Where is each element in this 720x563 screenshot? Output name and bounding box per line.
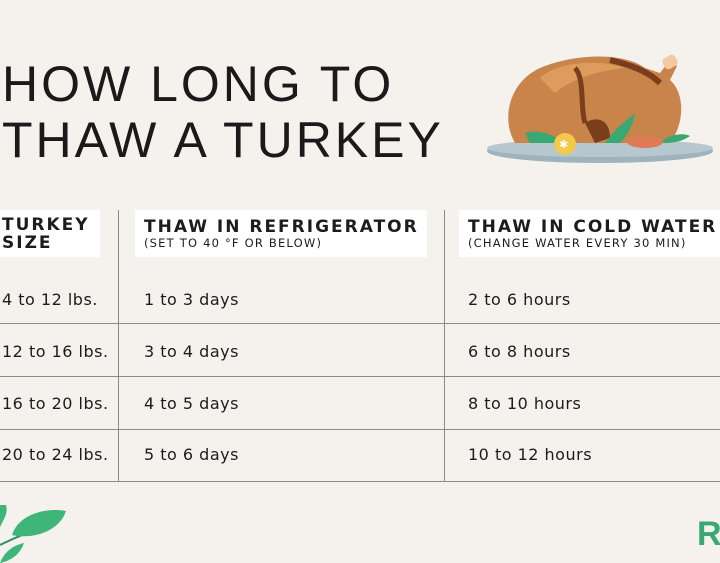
cell-size: 4 to 12 lbs.: [2, 290, 98, 309]
header-subtitle: (CHANGE WATER EVERY 30 MIN): [468, 236, 687, 250]
cell-cold-water: 6 to 8 hours: [468, 342, 571, 361]
row-divider: [0, 376, 720, 377]
cell-size: 12 to 16 lbs.: [2, 342, 109, 361]
header-label: SIZE: [2, 233, 53, 253]
leaf-decoration-icon: [0, 505, 66, 563]
brand-logo: R: [697, 515, 720, 553]
cell-cold-water: 10 to 12 hours: [468, 445, 593, 464]
header-label: THAW IN REFRIGERATOR: [144, 217, 419, 237]
cell-refrigerator: 1 to 3 days: [144, 290, 239, 309]
row-divider: [0, 323, 720, 324]
row-divider: [0, 429, 720, 430]
row-divider: [0, 481, 720, 482]
header-label: TURKEY: [2, 215, 90, 235]
cell-refrigerator: 3 to 4 days: [144, 342, 239, 361]
header-label: THAW IN COLD WATER: [468, 217, 718, 237]
cell-size: 20 to 24 lbs.: [2, 445, 109, 464]
page-title: HOW LONG TO THAW A TURKEY: [2, 56, 444, 168]
header-thaw-refrigerator: THAW IN REFRIGERATOR (SET TO 40 °F OR BE…: [135, 210, 427, 257]
cell-cold-water: 8 to 10 hours: [468, 394, 582, 413]
svg-text:✱: ✱: [559, 138, 568, 151]
cell-refrigerator: 4 to 5 days: [144, 394, 239, 413]
cell-cold-water: 2 to 6 hours: [468, 290, 571, 309]
column-divider: [444, 210, 445, 481]
header-thaw-cold-water: THAW IN COLD WATER (CHANGE WATER EVERY 3…: [459, 210, 720, 257]
cell-refrigerator: 5 to 6 days: [144, 445, 239, 464]
title-line-2: THAW A TURKEY: [2, 112, 444, 168]
column-divider: [118, 210, 119, 481]
cell-size: 16 to 20 lbs.: [2, 394, 109, 413]
header-subtitle: (SET TO 40 °F OR BELOW): [144, 236, 323, 250]
title-line-1: HOW LONG TO: [2, 56, 395, 112]
header-turkey-size: TURKEY SIZE: [0, 210, 100, 257]
roast-turkey-illustration: ✱: [487, 54, 713, 163]
